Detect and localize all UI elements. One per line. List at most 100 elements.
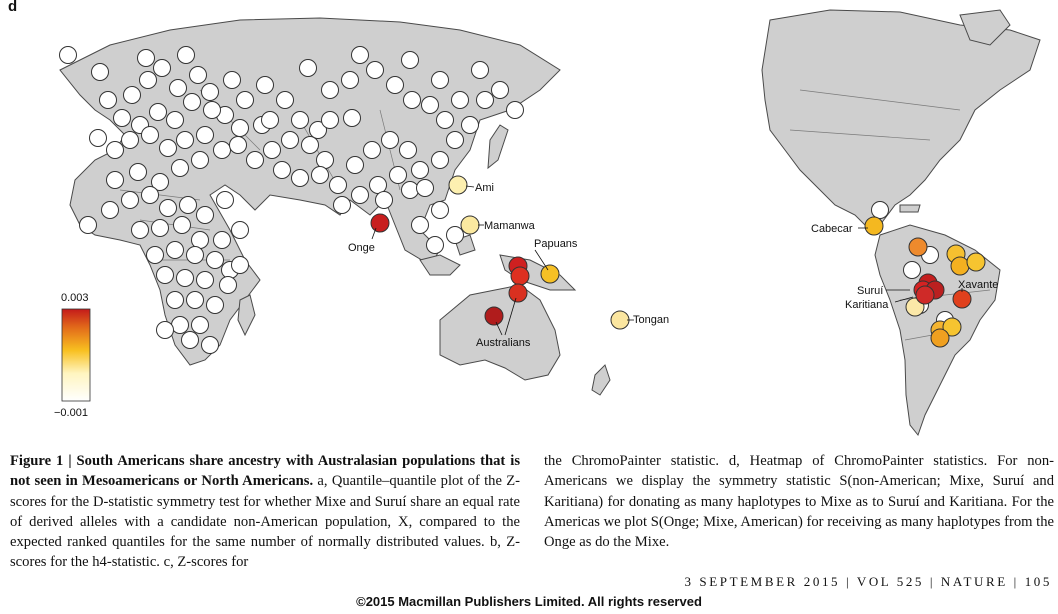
color-legend: 0.003 −0.001 — [54, 292, 91, 419]
callout-line-ami — [465, 185, 475, 188]
point-amazon-3 — [950, 256, 970, 276]
population-point — [903, 261, 921, 279]
japan-islands — [487, 124, 509, 170]
population-point — [431, 151, 449, 169]
point-surui-3 — [915, 285, 935, 305]
population-point — [231, 221, 249, 239]
population-point — [351, 186, 369, 204]
point-cabecar — [864, 216, 884, 236]
population-point — [186, 291, 204, 309]
population-point — [403, 91, 421, 109]
population-point — [216, 191, 234, 209]
population-point — [316, 151, 334, 169]
population-point — [206, 296, 224, 314]
population-point — [436, 111, 454, 129]
population-point — [166, 241, 184, 259]
population-point — [261, 111, 279, 129]
population-point — [79, 216, 97, 234]
population-point — [401, 181, 419, 199]
population-point — [151, 219, 169, 237]
population-point — [411, 161, 429, 179]
figure-caption-left: Figure 1 | South Americans share ancestr… — [10, 451, 520, 573]
north-america-landmass — [761, 9, 1041, 231]
population-point — [106, 141, 124, 159]
population-point — [196, 126, 214, 144]
legend-max-label: 0.003 — [61, 292, 89, 304]
population-point — [431, 201, 449, 219]
population-point — [236, 91, 254, 109]
point-tongan — [610, 310, 630, 330]
population-point — [201, 336, 219, 354]
population-point — [159, 199, 177, 217]
population-point — [191, 316, 209, 334]
population-point — [141, 126, 159, 144]
population-point — [369, 176, 387, 194]
population-point — [91, 63, 109, 81]
population-point — [151, 173, 169, 191]
point-papuans-3 — [540, 264, 560, 284]
population-point — [446, 131, 464, 149]
population-point — [196, 206, 214, 224]
population-point — [99, 91, 117, 109]
caribbean-islands — [899, 204, 921, 213]
population-point — [231, 119, 249, 137]
population-point — [129, 163, 147, 181]
legend-color-bar — [61, 308, 91, 402]
population-point — [201, 83, 219, 101]
label-callouts: Ami Mamanwa Onge Papuans Tongan Australi… — [348, 182, 998, 349]
population-point — [471, 61, 489, 79]
point-ami — [448, 175, 468, 195]
point-brazil-3 — [942, 317, 962, 337]
label-xavante: Xavante — [958, 279, 998, 291]
callout-line-karitiana — [894, 296, 914, 303]
population-point — [121, 191, 139, 209]
population-point — [171, 159, 189, 177]
point-papuans-4 — [508, 283, 528, 303]
population-point — [131, 221, 149, 239]
point-onge — [370, 213, 390, 233]
caption-right-text: the ChromoPainter statistic. d, Heatmap … — [544, 453, 1054, 551]
heatmap-world-map: d — [8, 0, 1041, 437]
population-point — [341, 71, 359, 89]
population-point — [491, 81, 509, 99]
label-australians: Australians — [476, 337, 531, 349]
population-point — [166, 111, 184, 129]
population-points — [59, 46, 986, 354]
population-point — [206, 251, 224, 269]
population-point — [366, 61, 384, 79]
label-papuans: Papuans — [534, 238, 578, 250]
population-point — [156, 266, 174, 284]
population-point — [421, 96, 439, 114]
point-xavante — [952, 289, 972, 309]
population-point — [273, 161, 291, 179]
legend-min-label: −0.001 — [54, 407, 88, 419]
callout-line-australians-2 — [504, 297, 517, 336]
population-point — [153, 59, 171, 77]
point-papuans-2 — [510, 266, 530, 286]
label-tongan: Tongan — [633, 314, 669, 326]
population-point — [101, 201, 119, 219]
population-point — [389, 166, 407, 184]
population-point — [139, 71, 157, 89]
population-point — [179, 196, 197, 214]
population-point — [343, 109, 361, 127]
label-ami: Ami — [475, 182, 494, 194]
population-point — [121, 131, 139, 149]
population-point — [191, 231, 209, 249]
population-point — [171, 316, 189, 334]
population-point — [186, 246, 204, 264]
population-point — [89, 129, 107, 147]
label-surui: Suruí — [857, 285, 883, 297]
population-point — [311, 166, 329, 184]
population-point — [169, 79, 187, 97]
greenland-island — [959, 9, 1011, 46]
callout-line-onge — [371, 227, 377, 240]
population-point — [431, 71, 449, 89]
population-point — [321, 111, 339, 129]
point-mamanwa — [460, 215, 480, 235]
population-point — [461, 116, 479, 134]
population-point — [476, 91, 494, 109]
population-point — [231, 256, 249, 274]
population-point — [177, 46, 195, 64]
population-point — [166, 291, 184, 309]
